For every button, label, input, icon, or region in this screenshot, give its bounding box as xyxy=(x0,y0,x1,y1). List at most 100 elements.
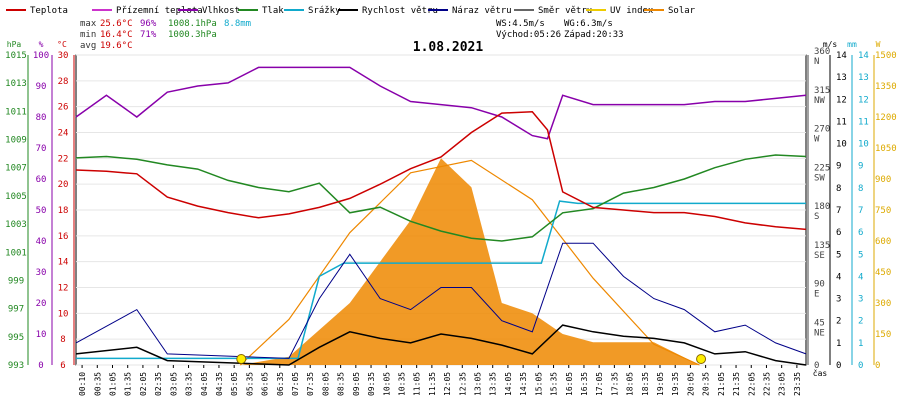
rain-tick: 0 xyxy=(858,361,863,371)
wind-dir-tick: W xyxy=(814,135,820,145)
rain-tick: 3 xyxy=(858,295,863,305)
temp-tick: 18 xyxy=(58,206,69,216)
x-tick-label: 03:35 xyxy=(185,372,194,396)
solar-tick: 1350 xyxy=(875,82,897,92)
temp-tick: 22 xyxy=(58,154,69,164)
wind-speed-tick: 5 xyxy=(836,250,841,260)
humidity-line xyxy=(75,66,807,140)
solar-tick: 150 xyxy=(875,330,891,340)
x-tick-label: 06:35 xyxy=(276,372,285,396)
solar-area xyxy=(240,158,700,365)
sunset: Západ:20:33 xyxy=(564,30,624,40)
x-tick-label: 04:05 xyxy=(200,372,209,396)
x-tick-label: 13:35 xyxy=(489,372,498,396)
max-humidity: 96% xyxy=(140,19,157,29)
pressure-tick: 1011 xyxy=(5,107,27,117)
x-tick-label: 21:35 xyxy=(732,372,741,396)
x-tick-label: 18:35 xyxy=(641,372,650,396)
wind-dir-tick: N xyxy=(814,57,819,67)
solar-tick: 600 xyxy=(875,237,891,247)
legend-label: Solar xyxy=(668,6,696,16)
rain-tick: 9 xyxy=(858,162,863,172)
humidity-tick: 30 xyxy=(36,268,47,278)
wind-dir-tick: 180 xyxy=(814,202,830,212)
legend-label: UV index xyxy=(610,6,654,16)
legend-label: Tlak xyxy=(262,6,284,16)
x-tick-label: 14:05 xyxy=(504,372,513,396)
x-tick-label: 23:35 xyxy=(793,372,802,396)
max-label: max xyxy=(80,19,97,29)
legend-label: Směr větru xyxy=(538,6,592,16)
x-tick-label: 17:35 xyxy=(610,372,619,396)
solar-unit: W xyxy=(876,40,881,49)
wind-dir-tick: E xyxy=(814,290,819,300)
pressure-tick: 999 xyxy=(8,276,24,286)
x-tick-label: 09:35 xyxy=(367,372,376,396)
solar-tick: 1500 xyxy=(875,51,897,61)
wind-dir-tick: 315 xyxy=(814,86,830,96)
temp-tick: 8 xyxy=(60,335,65,345)
pressure-tick: 1015 xyxy=(5,51,27,61)
x-tick-label: 08:35 xyxy=(337,372,346,396)
x-tick-label: 10:35 xyxy=(397,372,406,396)
solar-tick: 900 xyxy=(875,175,891,185)
wind-speed-tick: 12 xyxy=(836,95,847,105)
axes: 1015101310111009100710051003100199999799… xyxy=(5,47,897,396)
pressure-line xyxy=(75,154,807,242)
wind-dir-tick: 90 xyxy=(814,280,825,290)
sun-marker xyxy=(696,354,707,364)
temp-tick: 28 xyxy=(58,77,69,87)
x-tick-label: 09:05 xyxy=(352,372,361,396)
temp-tick: 20 xyxy=(58,180,69,190)
wind-speed-avg: WS:4.5m/s xyxy=(496,19,545,29)
wind-speed-tick: 2 xyxy=(836,317,841,327)
x-tick-label: 02:35 xyxy=(154,372,163,396)
wind-dir-tick: SW xyxy=(814,173,825,183)
x-tick-label: 19:05 xyxy=(656,372,665,396)
temp-tick: 14 xyxy=(58,258,69,268)
wind-speed-tick: 11 xyxy=(836,117,847,127)
min-temp: 16.4°C xyxy=(100,30,133,40)
x-tick-label: 20:35 xyxy=(702,372,711,396)
x-tick-label: 15:05 xyxy=(534,372,543,396)
pressure-unit: hPa xyxy=(7,40,22,49)
humidity-tick: 0 xyxy=(38,361,43,371)
wind-dir-tick: SE xyxy=(814,251,825,261)
rain-tick: 4 xyxy=(858,272,863,282)
rain-tick: 13 xyxy=(858,73,869,83)
wind-speed-tick: 3 xyxy=(836,295,841,305)
min-label: min xyxy=(80,30,96,40)
avg-label: avg xyxy=(80,41,96,51)
x-tick-label: 10:05 xyxy=(382,372,391,396)
x-tick-label: 19:35 xyxy=(671,372,680,396)
temp-tick: 12 xyxy=(58,284,69,294)
rain-tick: 6 xyxy=(858,228,863,238)
pressure-tick: 1001 xyxy=(5,248,27,258)
x-axis-label: čas xyxy=(813,368,828,378)
wind-speed-tick: 8 xyxy=(836,184,841,194)
pressure-tick: 1005 xyxy=(5,192,27,202)
rain-line xyxy=(76,200,806,360)
x-tick-label: 05:35 xyxy=(245,372,254,396)
legend-label: Náraz větru xyxy=(452,6,512,16)
solar-tick: 1200 xyxy=(875,113,897,123)
wind-dir-tick: NW xyxy=(814,96,825,106)
wind-dir-tick: 45 xyxy=(814,318,825,328)
x-tick-label: 21:05 xyxy=(717,372,726,396)
humidity-tick: 40 xyxy=(36,237,47,247)
wind-dir-tick: 0 xyxy=(814,361,819,371)
wind-dir-tick: 360 xyxy=(814,47,830,57)
min-pressure: 1000.3hPa xyxy=(168,30,217,40)
x-tick-label: 03:05 xyxy=(169,372,178,396)
pressure-tick: 993 xyxy=(8,361,24,371)
pressure-tick: 995 xyxy=(8,333,24,343)
rain-tick: 14 xyxy=(858,51,869,61)
rain-unit: mm xyxy=(847,40,857,49)
humidity-tick: 10 xyxy=(36,330,47,340)
solar-tick: 450 xyxy=(875,268,891,278)
x-tick-label: 07:05 xyxy=(291,372,300,396)
wind-speed-tick: 4 xyxy=(836,272,841,282)
x-tick-label: 18:05 xyxy=(626,372,635,396)
avg-temp: 19.6°C xyxy=(100,41,133,51)
